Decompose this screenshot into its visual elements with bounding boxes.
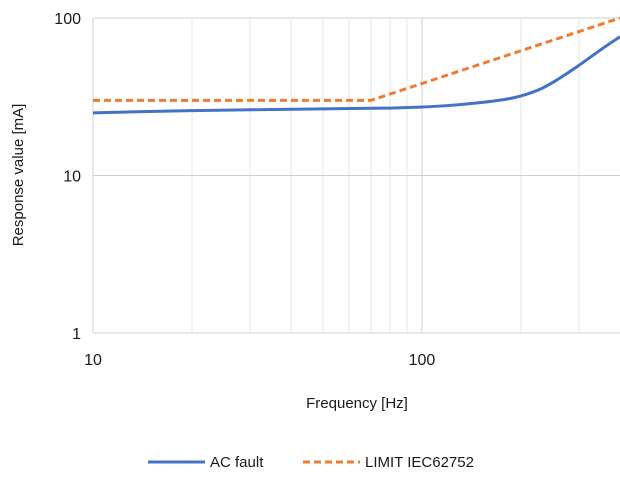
legend-item-ac-fault: AC fault: [148, 454, 264, 471]
series-line-ac-fault: [92, 35, 620, 115]
x-tick-label: 100: [409, 352, 436, 369]
legend-label-ac-fault: AC fault: [210, 454, 264, 471]
y-tick-label: 100: [54, 11, 81, 28]
y-axis-title: Response value [mA]: [10, 104, 27, 247]
x-axis-title: Frequency [Hz]: [306, 395, 408, 412]
y-tick-label: 10: [63, 169, 81, 186]
legend-item-limit: LIMIT IEC62752: [303, 454, 474, 471]
y-tick-label: 1: [72, 326, 81, 343]
legend-label-limit: LIMIT IEC62752: [365, 454, 474, 471]
series-line-limit: [93, 16, 620, 102]
legend: AC fault LIMIT IEC62752: [148, 454, 474, 471]
series-lines: [92, 16, 620, 115]
grid-lines: [92, 17, 620, 334]
x-tick-label: 10: [84, 352, 102, 369]
